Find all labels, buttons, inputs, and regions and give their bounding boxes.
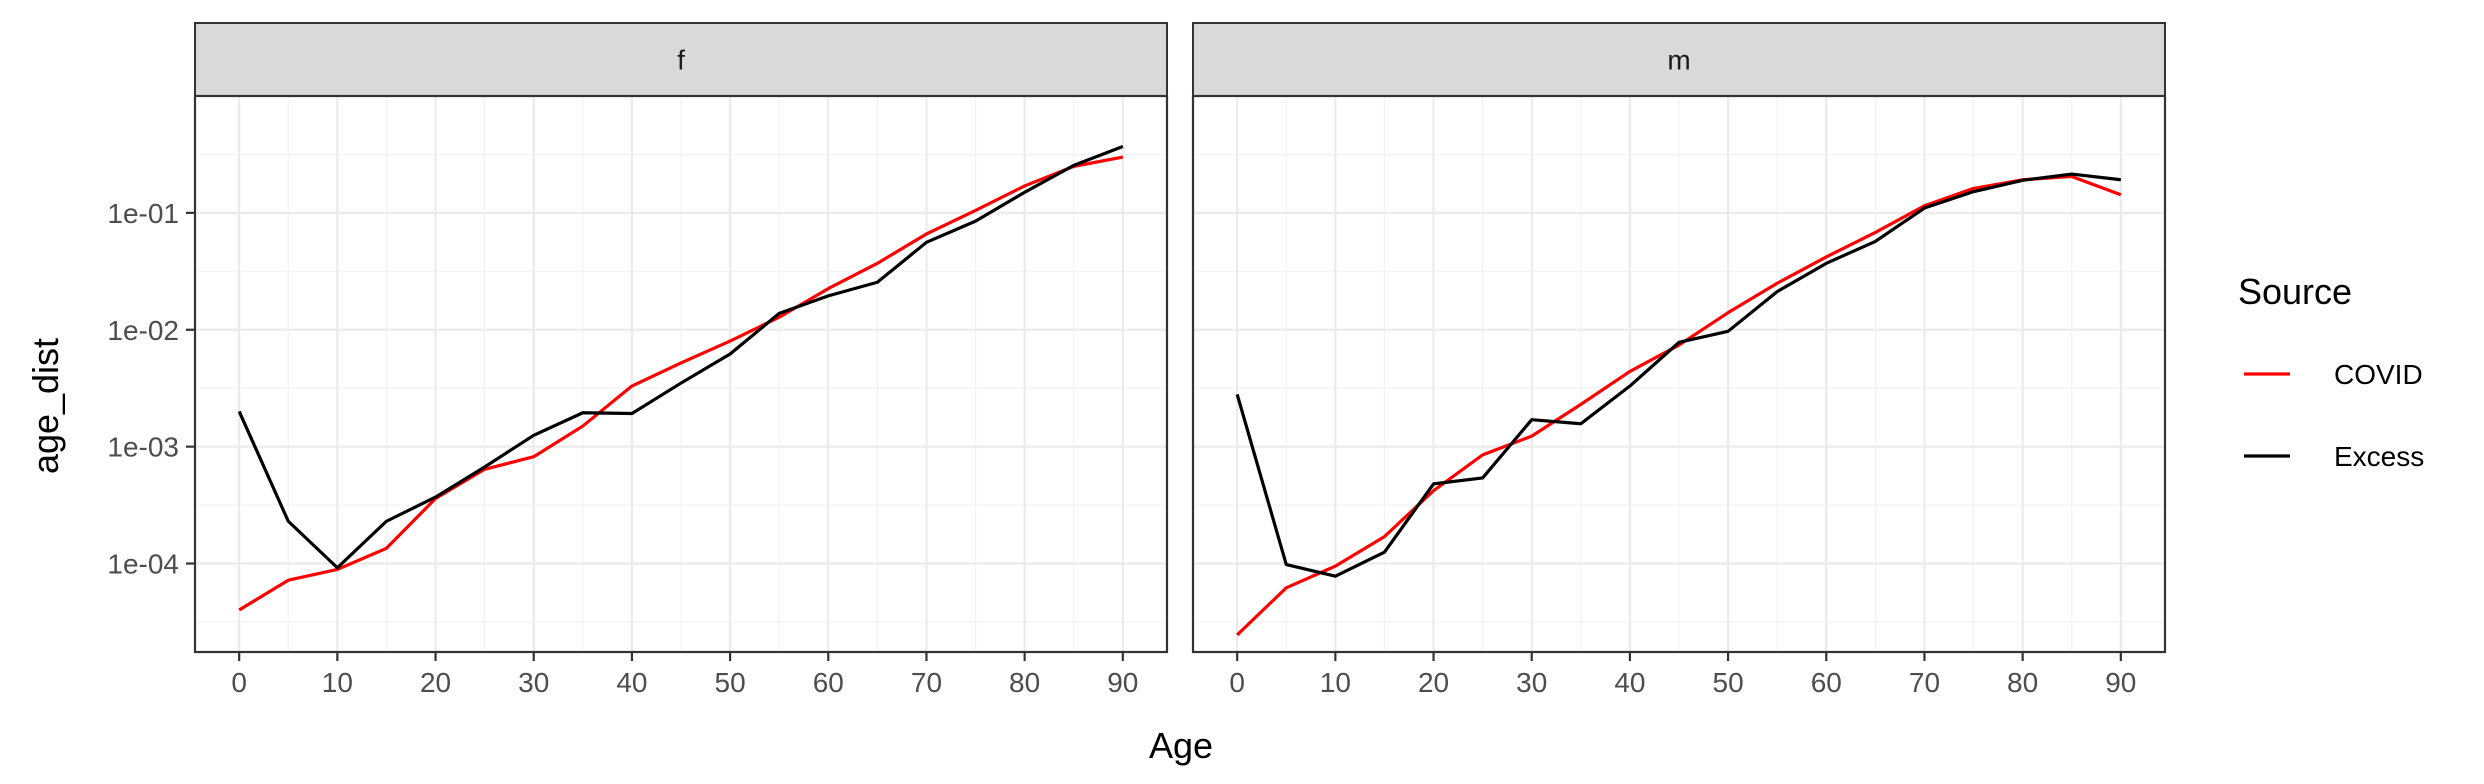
- facet-panel-m: m 0 10 20 30 40 50 60 70 80 90: [1191, 22, 2167, 698]
- x-tick-label: 90: [2105, 667, 2136, 698]
- facet-strip-label-m: m: [1667, 45, 1690, 76]
- x-tick-label: 60: [813, 667, 844, 698]
- x-tick-label: 70: [1909, 667, 1940, 698]
- x-tick-label: 0: [1229, 667, 1245, 698]
- x-tick-label: 10: [1320, 667, 1351, 698]
- legend-label-excess: Excess: [2334, 441, 2424, 472]
- x-tick-label: 50: [1713, 667, 1744, 698]
- panels-layer: f 0 10 20 30 40 50 60 70 80 90 1e-04 1e-03 1e-02 1e-01…: [107, 22, 2167, 698]
- facet-panel-f: f 0 10 20 30 40 50 60 70 80 90 1e-04 1e-03 1e-02 1e-01: [107, 22, 1169, 698]
- legend-entry-covid: COVID: [2244, 359, 2423, 390]
- x-tick-label: 80: [1009, 667, 1040, 698]
- x-tick-label: 0: [231, 667, 247, 698]
- y-tick-label: 1e-03: [107, 432, 179, 463]
- y-axis-title: age_dist: [25, 338, 66, 474]
- series-line-excess-f: [237, 144, 1124, 570]
- x-tick-label: 30: [1516, 667, 1547, 698]
- y-tick-label: 1e-02: [107, 315, 179, 346]
- legend-label-covid: COVID: [2334, 359, 2423, 390]
- x-tick-label: 90: [1107, 667, 1138, 698]
- x-axis-title: Age: [1149, 725, 1213, 766]
- x-tick-label: 70: [911, 667, 942, 698]
- x-tick-label: 40: [616, 667, 647, 698]
- facet-strip-label-f: f: [677, 45, 685, 76]
- y-tick-label: 1e-01: [107, 198, 179, 229]
- legend-entry-excess: Excess: [2244, 441, 2424, 472]
- x-tick-label: 10: [322, 667, 353, 698]
- x-tick-label: 50: [715, 667, 746, 698]
- x-tick-label: 80: [2007, 667, 2038, 698]
- legend-entries: COVID Excess: [2244, 359, 2424, 472]
- x-tick-label: 30: [518, 667, 549, 698]
- x-tick-label: 20: [1418, 667, 1449, 698]
- series-line-excess-m: [1235, 172, 2122, 578]
- x-tick-label: 20: [420, 667, 451, 698]
- series-line-covid-f: [238, 155, 1124, 612]
- facet-strip-f: [194, 22, 1168, 97]
- x-tick-label: 60: [1811, 667, 1842, 698]
- x-tick-label: 40: [1614, 667, 1645, 698]
- series-line-covid-m: [1236, 174, 2122, 637]
- panel-border-f: [193, 94, 1169, 654]
- legend: Source COVID Excess: [2238, 271, 2424, 472]
- facet-strip-m: [1192, 22, 2166, 97]
- legend-title: Source: [2238, 271, 2352, 312]
- gridlines-f: [195, 96, 1167, 652]
- panel-border-m: [1191, 94, 2167, 654]
- y-tick-label: 1e-04: [107, 549, 179, 580]
